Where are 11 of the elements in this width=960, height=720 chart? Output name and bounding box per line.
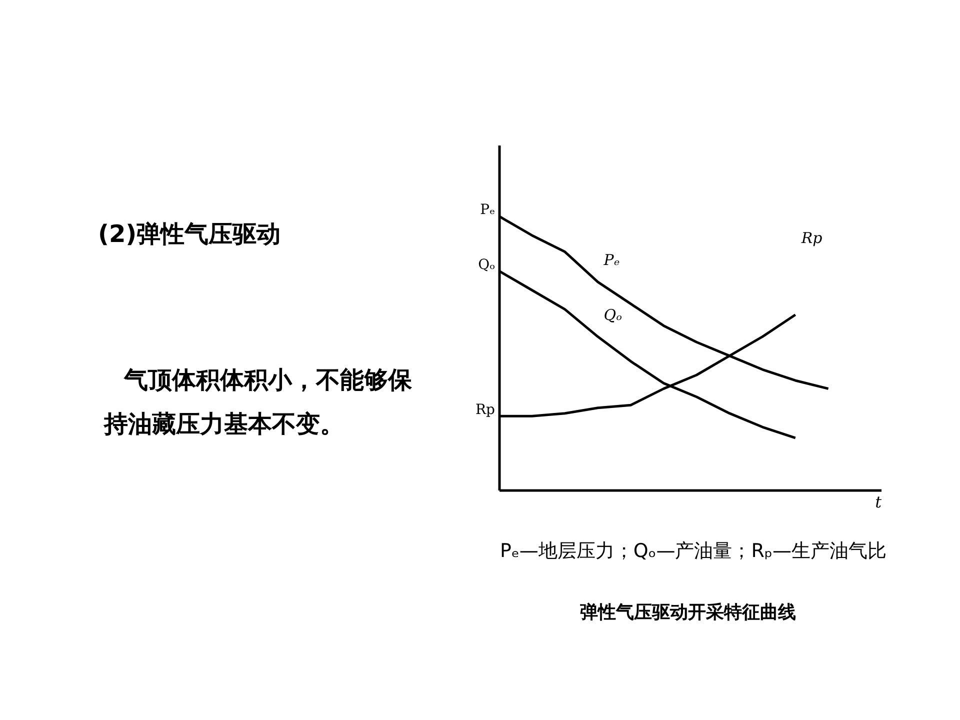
text: (2)弹性气压驱动 (98, 219, 281, 250)
x-axis-title: t (875, 492, 882, 512)
series-label: Pₑ (480, 202, 495, 218)
series-label: Qₒ (478, 256, 495, 273)
text: Pₑ—地层压力；Qₒ—产油量；Rₚ—生产油气比 (500, 539, 887, 564)
text: 弹性气压驱动开采特征曲线 (580, 601, 796, 624)
series-label: Rp (475, 402, 496, 418)
text: Rp (801, 229, 822, 248)
text: Pₑ (604, 251, 620, 269)
text: Qₒ (604, 306, 622, 324)
text: 气顶体积体积小，不能够保持油藏压力基本不变。 (104, 365, 413, 440)
